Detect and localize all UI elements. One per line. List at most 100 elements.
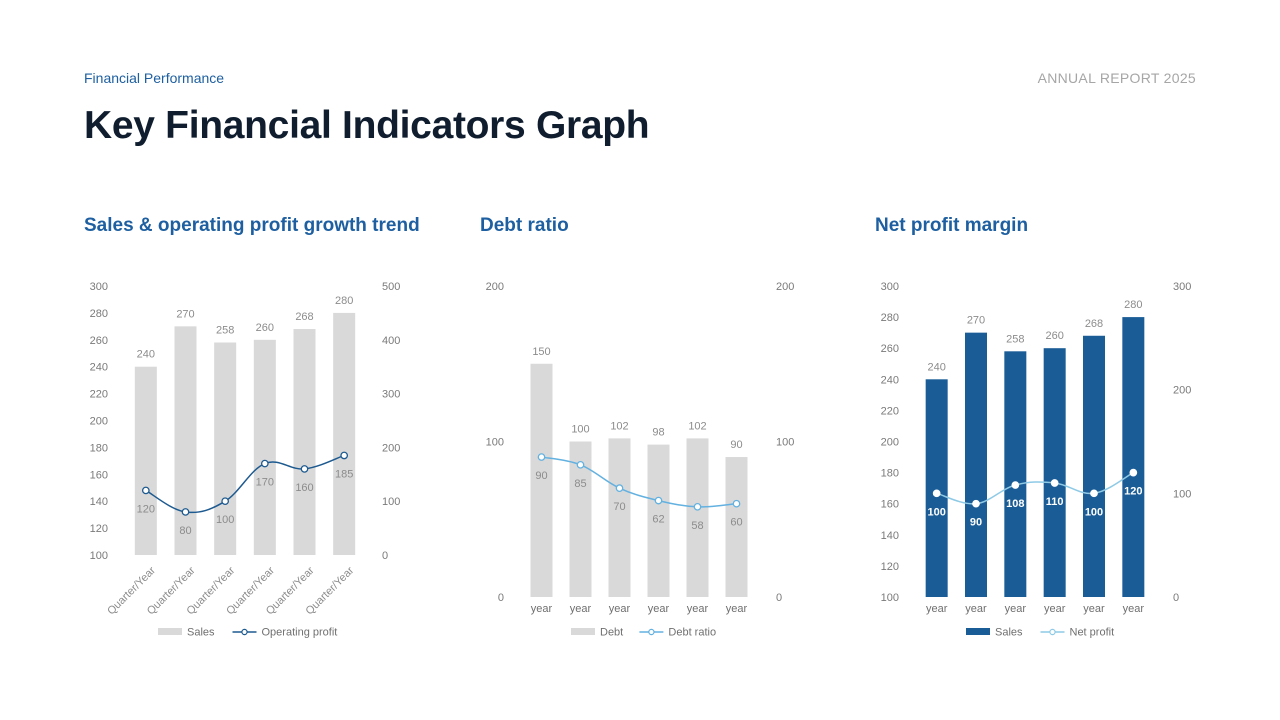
line-value-label: 62 (652, 514, 664, 526)
line-point (1011, 481, 1020, 489)
y-left-tick-label: 220 (881, 405, 899, 417)
line-point (615, 484, 624, 492)
line-point (1090, 489, 1098, 498)
bar (686, 438, 709, 597)
y-left-tick-label: 300 (90, 281, 108, 293)
x-tick-label: year (926, 603, 948, 615)
bar-value-label: 102 (688, 420, 706, 432)
bar-value-label: 240 (137, 349, 155, 361)
y-right-tick-label: 100 (382, 496, 400, 508)
bar-value-label: 258 (1006, 333, 1024, 345)
line-value-label: 60 (730, 517, 742, 529)
y-right-tick-label: 100 (1173, 488, 1191, 500)
y-left-tick-label: 100 (90, 550, 108, 562)
bar-value-label: 280 (1124, 299, 1142, 311)
line-point (300, 465, 309, 473)
bar-value-label: 280 (335, 295, 353, 307)
line-point (141, 486, 150, 495)
y-left-tick-label: 280 (881, 312, 899, 324)
line-value-label: 85 (574, 478, 586, 490)
legend-label: Sales (187, 627, 215, 639)
net-profit-margin-chart: 100 120 140 160 180 200 220 240 260 280 300 0 100 200… (881, 281, 1192, 639)
bar-value-label: 102 (610, 420, 628, 432)
bar-value-label: 260 (256, 322, 274, 334)
y-right-tick-label: 300 (1173, 281, 1191, 293)
y-right-tick-label: 200 (776, 281, 794, 293)
y-left-tick-label: 160 (881, 499, 899, 511)
page-title: Key Financial Indicators Graph (84, 104, 650, 147)
y-left-tick-label: 200 (881, 437, 899, 449)
line-value-label: 185 (335, 468, 353, 480)
line-value-label: 100 (927, 506, 945, 518)
line-point (693, 502, 702, 511)
bar (608, 438, 631, 597)
bar (569, 441, 592, 597)
chart-title-sales-profit: Sales & operating profit growth trend (84, 215, 420, 236)
bar (647, 444, 670, 597)
legend-swatch-bar (966, 628, 990, 635)
bar (1043, 348, 1066, 597)
bar (214, 342, 237, 555)
line-point (732, 499, 741, 508)
line-point (1129, 468, 1138, 477)
bar-value-label: 240 (927, 361, 945, 373)
line-point (340, 451, 349, 460)
x-tick-label: year (570, 603, 592, 615)
line-value-label: 120 (1124, 486, 1142, 498)
line-point (221, 497, 230, 506)
line-point (1050, 479, 1059, 487)
bar (530, 363, 553, 597)
y-right-tick-label: 0 (382, 550, 388, 562)
bar (1083, 335, 1105, 597)
y-left-tick-label: 100 (881, 592, 899, 604)
bar-value-label: 270 (176, 308, 194, 320)
legend-swatch-marker (648, 628, 655, 636)
bar (293, 329, 316, 555)
y-left-tick-label: 240 (881, 374, 899, 386)
x-tick-label: year (965, 603, 987, 615)
bar-value-label: 268 (295, 311, 313, 323)
line-value-label: 108 (1006, 498, 1024, 510)
line-value-label: 80 (179, 525, 191, 537)
line-value-label: 90 (535, 470, 547, 482)
x-tick-label: year (648, 603, 670, 615)
y-left-tick-label: 140 (881, 530, 899, 542)
sales-profit-chart: 100 120 140 160 180 200 220 240 260 280 300 0 100 200… (90, 281, 401, 639)
bar-value-label: 90 (730, 439, 742, 451)
y-left-tick-label: 300 (881, 281, 899, 293)
bar-value-label: 98 (652, 427, 664, 439)
line-point (932, 489, 941, 498)
x-tick-label: year (726, 603, 748, 615)
line-value-label: 100 (216, 514, 234, 526)
bar-value-label: 260 (1045, 330, 1063, 342)
report-tag: ANNUAL REPORT 2025 (1037, 70, 1196, 86)
bar-value-label: 268 (1085, 318, 1103, 330)
y-left-tick-label: 240 (90, 362, 108, 374)
bar (333, 312, 356, 555)
bar (725, 457, 748, 597)
x-tick-label: year (1005, 603, 1027, 615)
y-right-tick-label: 0 (776, 592, 782, 604)
line-point (260, 459, 269, 468)
line-value-label: 58 (691, 520, 703, 532)
line-point (181, 508, 190, 516)
y-right-tick-label: 200 (382, 442, 400, 454)
legend-swatch-bar (571, 628, 595, 635)
y-left-tick-label: 180 (881, 468, 899, 480)
y-right-tick-label: 100 (776, 437, 794, 449)
x-tick-label: year (609, 603, 631, 615)
y-left-tick-label: 260 (90, 335, 108, 347)
y-left-tick-label: 200 (90, 416, 108, 428)
line-value-label: 100 (1085, 506, 1103, 518)
legend-swatch-marker (1049, 628, 1056, 636)
y-left-tick-label: 200 (486, 281, 504, 293)
bar (1122, 317, 1145, 597)
y-right-tick-label: 200 (1173, 385, 1191, 397)
bar (1004, 351, 1027, 597)
y-left-tick-label: 120 (881, 561, 899, 573)
y-left-tick-label: 180 (90, 442, 108, 454)
line-value-label: 90 (970, 517, 982, 529)
y-right-tick-label: 400 (382, 335, 400, 347)
line-value-label: 160 (295, 482, 313, 494)
line-value-label: 120 (137, 503, 155, 515)
